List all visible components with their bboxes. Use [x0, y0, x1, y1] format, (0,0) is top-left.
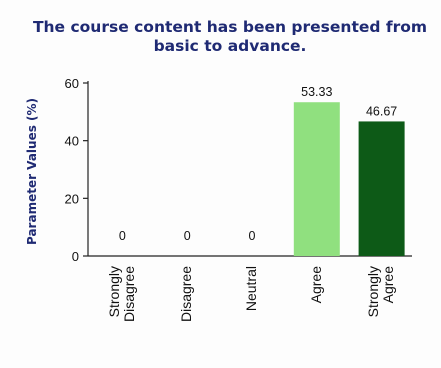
x-tick-label: Disagree: [178, 266, 194, 322]
data-label: 0: [184, 229, 191, 243]
x-tick-label: StronglyAgree: [365, 266, 396, 318]
y-tick-label: 60: [65, 76, 79, 91]
data-label: 53.33: [301, 85, 332, 99]
y-tick-label: 0: [72, 249, 79, 264]
x-tick-label: Neutral: [243, 266, 259, 311]
data-label: 0: [249, 229, 256, 243]
y-tick-label: 20: [65, 191, 79, 206]
x-tick-label: StronglyDisagree: [106, 266, 137, 322]
data-label: 46.67: [366, 104, 397, 118]
chart-title: The course content has been presented fr…: [32, 18, 428, 55]
y-axis-label: Parameter Values (%): [25, 98, 39, 245]
bar: [358, 121, 405, 256]
x-tick-label: Agree: [308, 266, 324, 304]
bar: [293, 102, 340, 256]
data-label: 0: [119, 229, 126, 243]
y-tick-label: 40: [65, 134, 79, 149]
